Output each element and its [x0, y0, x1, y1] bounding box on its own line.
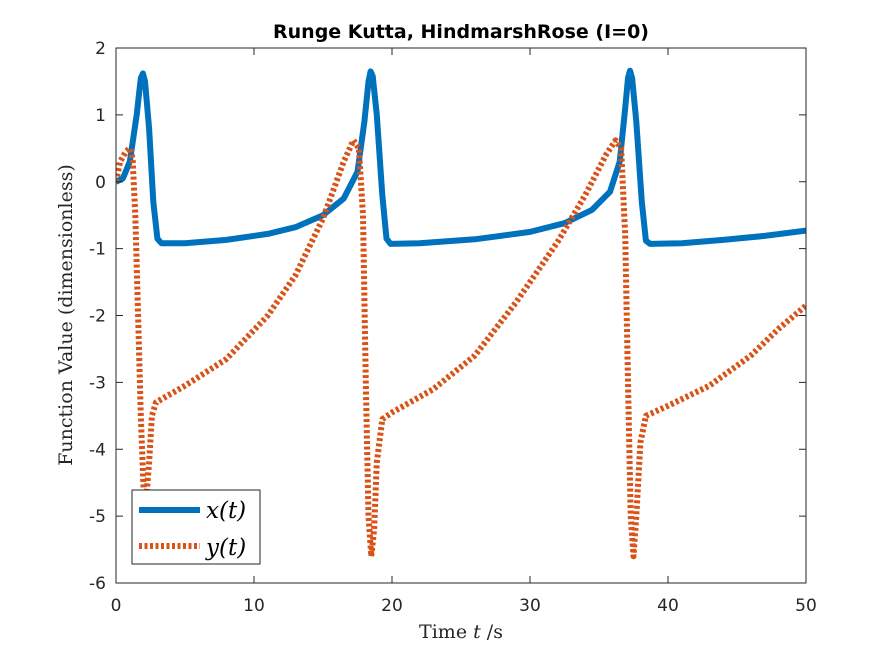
x-tick-label: 0	[111, 596, 122, 616]
y-tick-label: -2	[89, 307, 106, 327]
legend[interactable]: x(t) y(t)	[131, 489, 261, 565]
x-tick-label: 40	[657, 596, 679, 616]
x-tick-label: 50	[795, 596, 817, 616]
series-line-y	[116, 137, 806, 560]
y-tick-label: -4	[89, 440, 106, 460]
legend-label-y: y(t)	[205, 535, 246, 561]
y-tick-label: -5	[89, 507, 106, 527]
y-axis-label: Function Value (dimensionless)	[55, 164, 77, 466]
plot-area	[116, 67, 806, 560]
legend-label-x: x(t)	[206, 498, 246, 524]
series-line-x	[116, 67, 806, 247]
y-tick-label: -1	[89, 240, 106, 260]
y-tick-label: 2	[95, 39, 106, 59]
y-tick-label: 0	[95, 173, 106, 193]
x-tick-label: 20	[381, 596, 403, 616]
chart-title: Runge Kutta, HindmarshRose (I=0)	[273, 21, 649, 43]
x-tick-label: 30	[519, 596, 541, 616]
x-axis-label: Time t /s	[419, 621, 503, 643]
y-tick-label: -6	[89, 574, 106, 594]
x-tick-label: 10	[243, 596, 265, 616]
legend-box	[131, 489, 261, 565]
y-tick-label: -3	[89, 373, 106, 393]
y-tick-label: 1	[95, 106, 106, 126]
